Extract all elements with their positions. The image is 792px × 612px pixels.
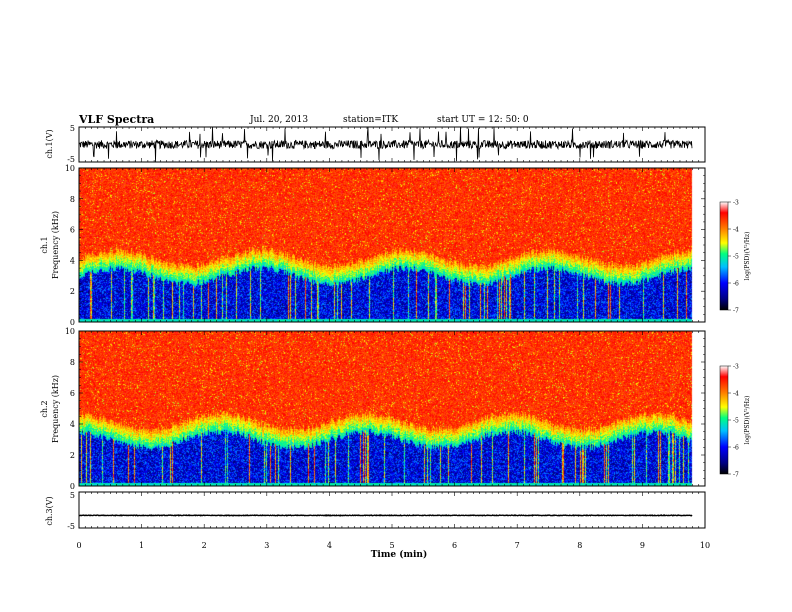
ch2-colorbar-label: log(PSD)(V²/Hz) [744, 396, 751, 445]
ch1-waveform-panel: 5 -5 ch.1(V) [45, 124, 706, 164]
x-tick-label-5: 5 [389, 541, 394, 550]
ytick-label: 4 [70, 420, 75, 429]
ch1-ytick-bottom: -5 [67, 155, 75, 164]
ch2-spectrogram-image [79, 331, 705, 486]
ytick-label: 10 [65, 327, 75, 336]
figure-title: VLF Spectra [78, 113, 154, 126]
ch1-colorbar-ticks: -3 -4 -5 -6 -7 [728, 200, 739, 315]
ch2-colorbar-ticks: -3 -4 -5 -6 -7 [728, 364, 739, 479]
colorbar-tick-label: -3 [733, 200, 739, 207]
x-tick-label-4: 4 [327, 541, 332, 550]
ytick-label: 0 [70, 482, 75, 491]
ytick-label: 8 [70, 358, 75, 367]
ch1-spectrogram-ylabel-frequency: Frequency (kHz) [51, 211, 60, 279]
x-axis-ticks [78, 127, 706, 528]
ch1-colorbar-label: log(PSD)(V²/Hz) [744, 232, 751, 281]
ch1-waveform-ylabel: ch.1(V) [45, 129, 54, 158]
x-tick-label-1: 1 [139, 541, 144, 550]
ch1-ytick-top: 5 [70, 124, 75, 133]
station-label: station=ITK [343, 115, 398, 125]
x-axis-label: Time (min) [371, 549, 428, 560]
colorbar-tick-label: -6 [733, 445, 739, 452]
ytick-label: 10 [65, 164, 75, 173]
ch1-waveform-trace [78, 126, 693, 162]
date-label: Jul. 20, 2013 [249, 115, 308, 125]
ch3-waveform-panel: 5 -5 ch.3(V) [45, 491, 706, 531]
ch3-waveform-trace [79, 514, 693, 517]
x-axis-tick-labels: 0 1 2 3 4 5 6 7 8 9 10 [76, 541, 710, 550]
ytick-label: 0 [70, 318, 75, 327]
x-tick-label-9: 9 [640, 541, 645, 550]
x-tick-label-3: 3 [264, 541, 269, 550]
ch3-waveform-ylabel: ch.3(V) [45, 496, 54, 525]
x-tick-label-6: 6 [452, 541, 457, 550]
ytick-label: 4 [70, 256, 75, 265]
colorbar-tick-label: -7 [733, 472, 739, 479]
ch3-ytick-top: 5 [70, 491, 75, 500]
start-time-label: start UT = 12: 50: 0 [437, 115, 529, 125]
ytick-label: 2 [70, 287, 75, 296]
ch2-spectrogram-ylabel-channel: ch.2 [40, 400, 49, 417]
colorbar-tick-label: -6 [733, 281, 739, 288]
ch3-ytick-bottom: -5 [67, 522, 75, 531]
colorbar-tick-label: -5 [733, 254, 739, 261]
ch1-spectrogram-image [79, 168, 705, 322]
ch1-spectrogram-yticks: 0 2 4 6 8 10 [65, 164, 705, 327]
ch2-spectrogram-yticks: 0 2 4 6 8 10 [65, 327, 705, 491]
colorbar-tick-label: -5 [733, 418, 739, 425]
colorbar-tick-label: -3 [733, 364, 739, 371]
colorbar-tick-label: -7 [733, 308, 739, 315]
ch1-spectrogram-ylabel-channel: ch.1 [40, 236, 49, 253]
x-tick-label-7: 7 [515, 541, 520, 550]
x-tick-label-8: 8 [577, 541, 582, 550]
x-tick-label-10: 10 [700, 541, 710, 550]
ytick-label: 6 [70, 226, 75, 235]
x-tick-label-2: 2 [202, 541, 207, 550]
ytick-label: 6 [70, 389, 75, 398]
ch3-waveform-frame [78, 491, 706, 529]
ytick-label: 8 [70, 195, 75, 204]
colorbar-tick-label: -4 [733, 391, 739, 398]
ch2-spectrogram-ylabel-frequency: Frequency (kHz) [51, 375, 60, 443]
colorbar-tick-label: -4 [733, 227, 739, 234]
ch1-colorbar [719, 201, 729, 311]
x-tick-label-0: 0 [76, 541, 81, 550]
ch2-colorbar [719, 365, 729, 475]
ytick-label: 2 [70, 451, 75, 460]
